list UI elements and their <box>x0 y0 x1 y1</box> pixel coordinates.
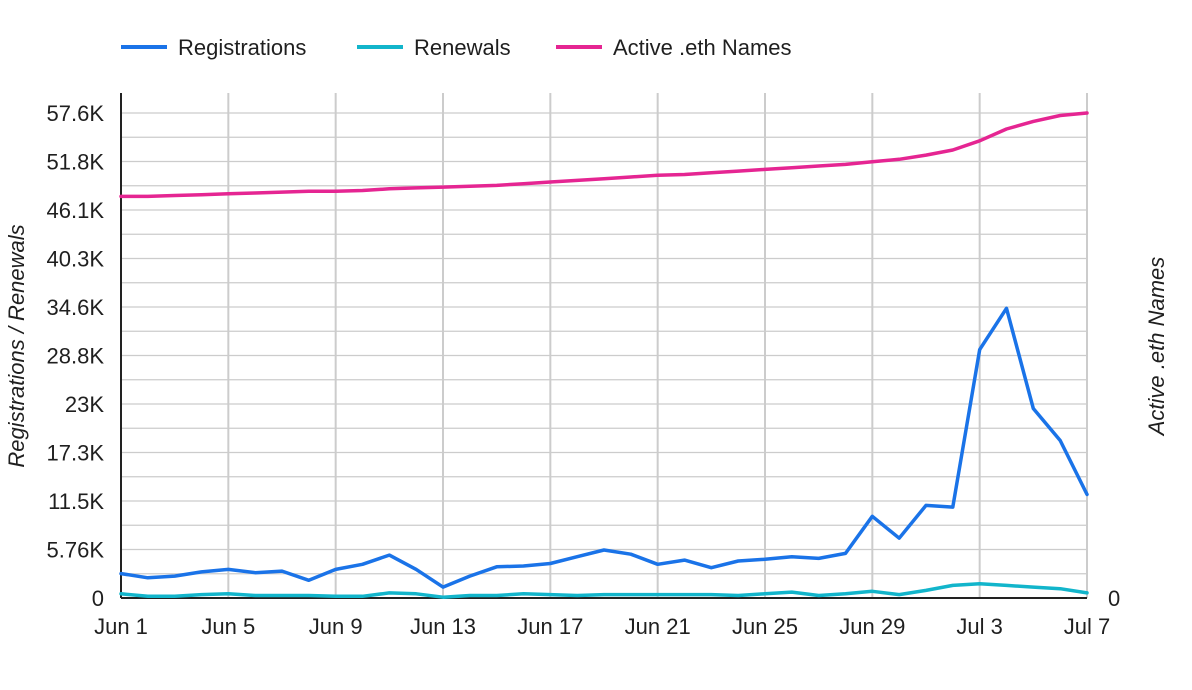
series-line-registrations <box>119 306 1089 589</box>
y-tick-label: 0 <box>92 586 104 611</box>
x-tick-label: Jun 17 <box>517 614 583 639</box>
x-tick-label: Jun 5 <box>201 614 255 639</box>
x-tick-label: Jun 25 <box>732 614 798 639</box>
y-tick-label: 5.76K <box>47 538 105 563</box>
x-tick-label: Jul 7 <box>1064 614 1110 639</box>
y-tick-label: 11.5K <box>48 489 104 514</box>
y-tick-label: 51.8K <box>47 150 105 175</box>
y2-tick-label: 0 <box>1108 586 1120 611</box>
x-axis-ticks: Jun 1 Jun 5 Jun 9 Jun 13 Jun 17 Jun 21 Jun 25 J… <box>94 614 1110 639</box>
series-line-renewals <box>119 581 1089 599</box>
y2-axis-title: Active .eth Names <box>1144 257 1169 438</box>
y-axis-ticks: 0 5.76K 11.5K 17.3K 23K 28.8K 34.6K 40.3K 46.1K 5… <box>47 101 105 611</box>
y-tick-label: 17.3K <box>47 441 105 466</box>
x-tick-label: Jun 9 <box>309 614 363 639</box>
y-tick-label: 23K <box>65 392 104 417</box>
axes <box>120 93 1087 599</box>
y-axis-title: Registrations / Renewals <box>4 224 29 467</box>
x-tick-label: Jul 3 <box>956 614 1002 639</box>
y-tick-label: 46.1K <box>47 198 105 223</box>
legend-label-active-eth-names: Active .eth Names <box>613 35 792 60</box>
x-tick-label: Jun 13 <box>410 614 476 639</box>
y-tick-label: 40.3K <box>47 247 105 272</box>
x-tick-label: Jun 1 <box>94 614 148 639</box>
x-tick-label: Jun 29 <box>839 614 905 639</box>
y-tick-label: 57.6K <box>47 101 105 126</box>
y-tick-label: 28.8K <box>47 344 105 369</box>
legend-label-registrations: Registrations <box>178 35 306 60</box>
series-lines <box>119 111 1089 599</box>
y2-axis-ticks: 0 <box>1108 586 1120 611</box>
legend-label-renewals: Renewals <box>414 35 511 60</box>
gridlines <box>121 93 1088 598</box>
x-tick-label: Jun 21 <box>625 614 691 639</box>
legend: Registrations Renewals Active .eth Names <box>121 35 792 60</box>
y-tick-label: 34.6K <box>47 295 105 320</box>
series-line-active-eth-names <box>119 111 1089 199</box>
